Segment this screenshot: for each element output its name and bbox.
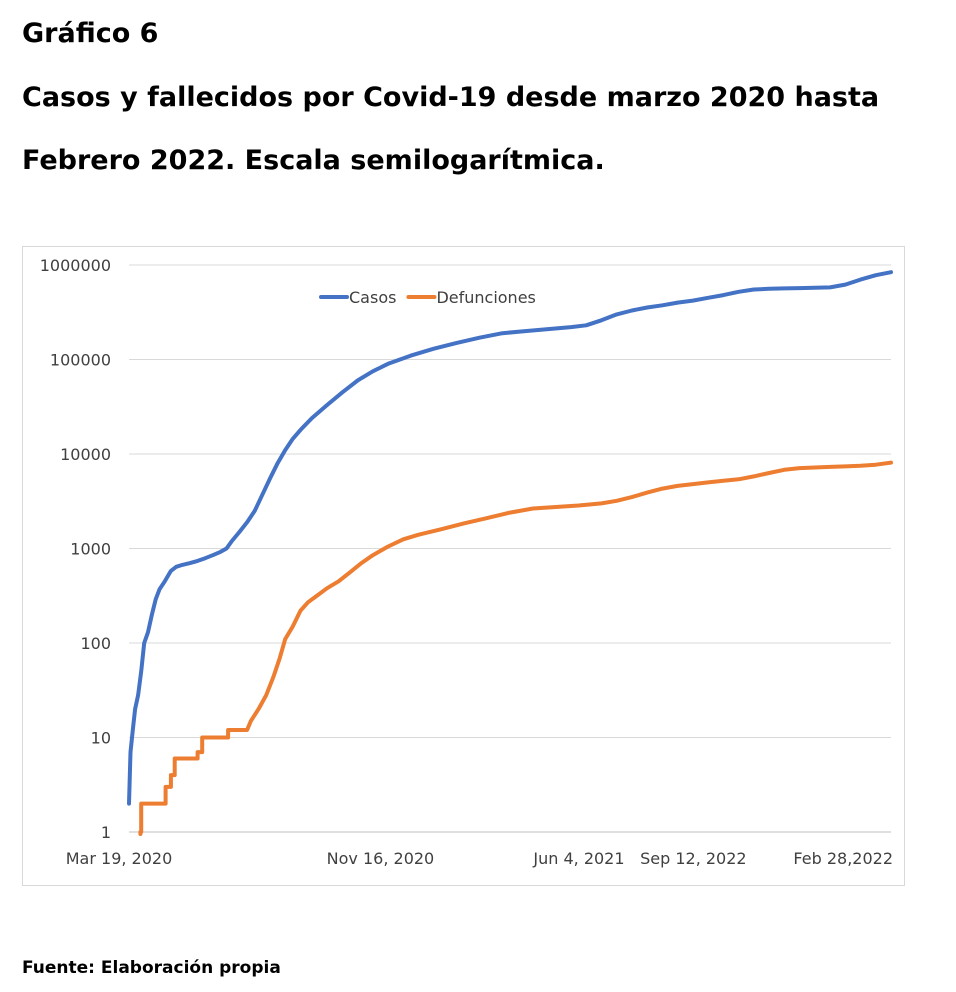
series-line-casos xyxy=(127,270,893,806)
y-tick-label: 10 xyxy=(91,729,111,748)
x-tick-label: Jun 4, 2021 xyxy=(532,849,624,868)
y-tick-label: 100000 xyxy=(50,351,111,370)
y-tick-label: 100 xyxy=(80,634,111,653)
series-lines xyxy=(127,270,893,836)
x-axis-tick-labels: Mar 19, 2020 Nov 16, 2020 Jun 4, 2021 Sep 1… xyxy=(66,849,893,868)
series-line-defunciones xyxy=(138,460,893,836)
chart-frame: 1 10 100 1000 10000 100000 1000000 Mar 19, 202… xyxy=(22,246,905,886)
legend: Casos Defunciones xyxy=(319,288,536,307)
legend-label-casos: Casos xyxy=(349,288,396,307)
y-tick-label: 1000 xyxy=(70,540,111,559)
chart-title-line-2: Febrero 2022. Escala semilogarítmica. xyxy=(22,145,605,176)
line-chart: 1 10 100 1000 10000 100000 1000000 Mar 19, 202… xyxy=(40,256,893,868)
x-tick-label: Sep 12, 2022 xyxy=(640,849,747,868)
x-tick-label: Mar 19, 2020 xyxy=(66,849,173,868)
y-tick-label: 1 xyxy=(101,823,111,842)
gridlines xyxy=(129,264,891,833)
figure-label: Gráfico 6 xyxy=(22,18,159,49)
y-tick-label: 1000000 xyxy=(40,256,111,275)
legend-label-defunciones: Defunciones xyxy=(436,288,535,307)
y-axis-tick-labels: 1 10 100 1000 10000 100000 1000000 xyxy=(40,256,111,842)
x-tick-label: Feb 28,2022 xyxy=(793,849,893,868)
y-tick-label: 10000 xyxy=(60,445,111,464)
source-note: Fuente: Elaboración propia xyxy=(22,958,281,978)
chart-title-line-1: Casos y fallecidos por Covid-19 desde ma… xyxy=(22,82,880,113)
x-tick-label: Nov 16, 2020 xyxy=(327,849,435,868)
